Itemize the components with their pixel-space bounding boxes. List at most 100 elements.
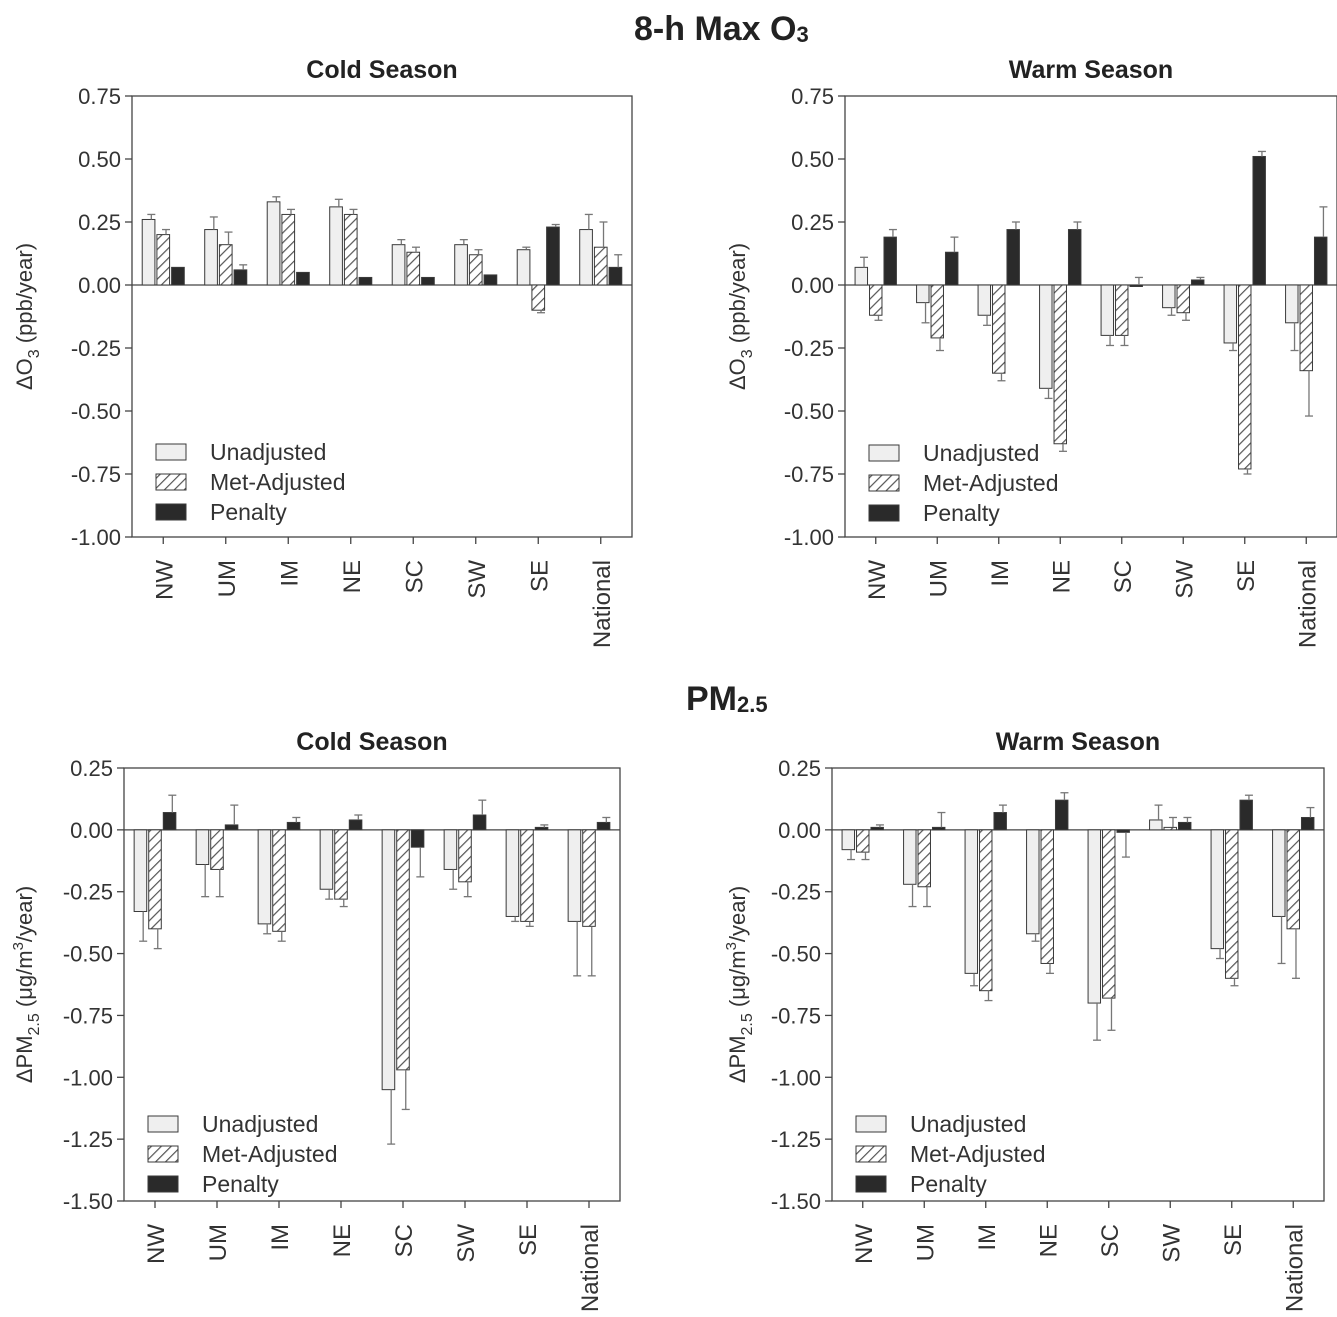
- legend-label: Met-Adjusted: [210, 469, 346, 495]
- bar-penalty: [944, 251, 959, 286]
- bar-unadjusted: [319, 829, 334, 890]
- x-tick-label: SW: [453, 1224, 480, 1263]
- bar-met-adjusted: [468, 254, 483, 286]
- bar-met-adjusted: [343, 213, 358, 286]
- o3-section-title: 8-h Max O3: [634, 10, 809, 49]
- bar-unadjusted: [329, 206, 343, 286]
- bar-unadjusted: [454, 244, 468, 286]
- y-tick-label: -0.75: [784, 462, 834, 487]
- legend-swatch: [868, 474, 900, 492]
- x-tick-label: NE: [1035, 1224, 1062, 1257]
- bar-met-adjusted: [1115, 284, 1129, 336]
- legend-swatch: [855, 1115, 887, 1133]
- legend-swatch: [147, 1115, 179, 1133]
- y-tick-label: -0.50: [771, 942, 821, 967]
- bar-penalty: [296, 271, 310, 286]
- bar-unadjusted: [443, 829, 458, 870]
- bar-unadjusted: [204, 229, 218, 286]
- bar-unadjusted: [567, 829, 582, 922]
- panel-title-pm-warm: Warm Season: [995, 728, 1161, 756]
- y-tick-label: 0.00: [70, 818, 113, 843]
- y-tick-label: 0.00: [778, 818, 821, 843]
- bar-penalty: [1129, 284, 1143, 287]
- y-axis-label-part: ΔPM: [12, 1035, 37, 1083]
- bar-met-adjusted: [1299, 284, 1313, 372]
- bar-penalty: [421, 276, 435, 286]
- y-tick-label: -0.50: [71, 399, 121, 424]
- bar-penalty: [1054, 799, 1069, 831]
- legend-label: Met-Adjusted: [202, 1141, 338, 1167]
- bar-penalty: [472, 814, 487, 831]
- y-tick-label: -1.00: [771, 1065, 821, 1090]
- bar-penalty: [224, 824, 239, 831]
- chart-pm-cold: 0.25 0.00 -0.25 -0.50 -0.75 -1.00 -1.25 -1.50 NW…: [10, 756, 621, 1312]
- x-tick-label: National: [589, 560, 616, 648]
- y-tick-label: -0.50: [784, 399, 834, 424]
- y-tick-label: -1.50: [771, 1189, 821, 1214]
- x-tick-label: SW: [1171, 560, 1198, 599]
- chart-o3-warm: 0.75 0.50 0.25 0.00 -0.25 -0.50 -0.75 -1.00 NW UM…: [725, 84, 1337, 648]
- bar-unadjusted: [1100, 284, 1115, 336]
- y-axis-label-part: (ppb/year): [725, 243, 750, 349]
- legend-swatch: [855, 1175, 887, 1193]
- x-tick-label: IM: [276, 560, 303, 587]
- bar-met-adjusted: [281, 213, 296, 286]
- bar-unadjusted: [1285, 284, 1299, 324]
- x-tick-label: NE: [1048, 560, 1075, 593]
- pm-section-title: PM2.5: [686, 680, 768, 719]
- bar-unadjusted: [381, 829, 396, 1091]
- x-tick-label: SE: [1220, 1224, 1247, 1256]
- bar-penalty: [233, 269, 248, 286]
- x-tick-label: NW: [151, 560, 178, 600]
- bar-met-adjusted: [1053, 284, 1067, 445]
- bar-penalty: [1006, 229, 1020, 286]
- plot-frame: [844, 95, 1337, 538]
- bar-penalty: [1300, 816, 1315, 831]
- y-axis-label-sub: 2.5: [739, 1013, 756, 1035]
- legend-swatch: [155, 503, 187, 521]
- bar-unadjusted: [1223, 284, 1238, 344]
- bar-penalty: [348, 819, 363, 831]
- panel-title-o3-warm: Warm Season: [1008, 56, 1174, 84]
- bar-met-adjusted: [992, 284, 1006, 374]
- x-tick-label: SC: [1097, 1224, 1124, 1257]
- pm-title-text: PM: [686, 680, 737, 718]
- y-axis-label-part: (ppb/year): [12, 243, 37, 349]
- bar-met-adjusted: [272, 829, 286, 932]
- x-tick-label: UM: [925, 560, 952, 597]
- bar-penalty: [1239, 799, 1253, 831]
- legend-label: Unadjusted: [910, 1111, 1026, 1137]
- o3-title-subscript: 3: [796, 22, 809, 47]
- bar-unadjusted: [841, 829, 856, 851]
- y-axis-label: ΔO3 (ppb/year): [12, 243, 43, 390]
- bar-unadjusted: [1026, 829, 1040, 935]
- bar-met-adjusted: [334, 829, 348, 900]
- y-tick-label: 0.00: [791, 273, 834, 298]
- bar-met-adjusted: [458, 829, 472, 883]
- x-tick-label: SE: [515, 1224, 542, 1256]
- bar-unadjusted: [854, 266, 869, 286]
- bar-met-adjusted: [582, 829, 596, 927]
- legend-swatch: [855, 1145, 887, 1163]
- bar-met-adjusted: [856, 829, 870, 853]
- legend-label: Penalty: [210, 499, 287, 525]
- bar-penalty: [1313, 236, 1328, 286]
- y-axis-label-sub: 3: [26, 349, 43, 358]
- bar-penalty: [1177, 821, 1192, 831]
- y-tick-label: -1.25: [63, 1127, 113, 1152]
- legend-label: Met-Adjusted: [910, 1141, 1046, 1167]
- bar-penalty: [1252, 155, 1266, 286]
- x-tick-label: National: [1294, 560, 1321, 648]
- bar-unadjusted: [1039, 284, 1053, 389]
- bar-unadjusted: [195, 829, 210, 865]
- legend-label: Unadjusted: [202, 1111, 318, 1137]
- bar-met-adjusted: [148, 829, 162, 930]
- bar-penalty: [1190, 279, 1205, 286]
- x-tick-label: SC: [1110, 560, 1137, 593]
- y-tick-label: -0.25: [63, 880, 113, 905]
- legend-label: Penalty: [923, 500, 1000, 526]
- y-tick-label: 0.50: [78, 147, 121, 172]
- legend-swatch: [147, 1145, 179, 1163]
- y-tick-label: -1.50: [63, 1189, 113, 1214]
